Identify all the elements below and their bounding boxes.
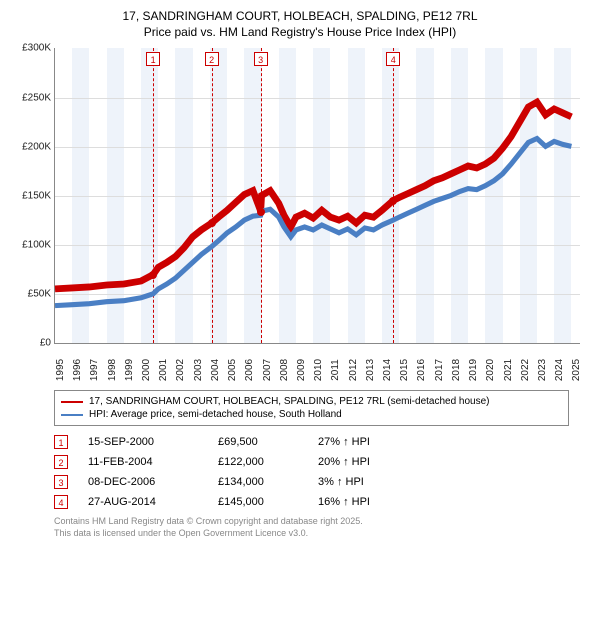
x-tick-label: 2021: [503, 359, 514, 381]
table-row: 3 08-DEC-2006 £134,000 3% ↑ HPI: [54, 472, 588, 492]
x-tick-label: 2015: [399, 359, 410, 381]
row-change: 16% ↑ HPI: [318, 496, 418, 508]
marker-dot: [389, 197, 397, 205]
row-date: 08-DEC-2006: [88, 476, 198, 488]
chart-title: 17, SANDRINGHAM COURT, HOLBEACH, SPALDIN…: [12, 8, 588, 40]
x-tick-label: 2018: [451, 359, 462, 381]
footnote-line2: This data is licensed under the Open Gov…: [54, 528, 588, 540]
x-tick-label: 2024: [554, 359, 565, 381]
footnote: Contains HM Land Registry data © Crown c…: [54, 516, 588, 539]
x-tick-label: 2025: [571, 359, 582, 381]
legend-swatch: [61, 414, 83, 416]
x-tick-label: 2010: [313, 359, 324, 381]
row-marker: 2: [54, 455, 68, 469]
row-price: £122,000: [218, 456, 298, 468]
x-tick-label: 1996: [72, 359, 83, 381]
x-tick-label: 2020: [485, 359, 496, 381]
y-tick-label: £250K: [13, 92, 51, 103]
x-tick-label: 2019: [468, 359, 479, 381]
legend-item: 17, SANDRINGHAM COURT, HOLBEACH, SPALDIN…: [61, 395, 562, 408]
marker-dot: [149, 271, 157, 279]
marker-dot: [208, 219, 216, 227]
table-row: 1 15-SEP-2000 £69,500 27% ↑ HPI: [54, 432, 588, 452]
y-tick-label: £150K: [13, 190, 51, 201]
row-change: 3% ↑ HPI: [318, 476, 418, 488]
row-marker: 3: [54, 475, 68, 489]
marker-dot: [257, 208, 265, 216]
x-tick-label: 2003: [193, 359, 204, 381]
row-price: £69,500: [218, 436, 298, 448]
legend-item: HPI: Average price, semi-detached house,…: [61, 408, 562, 421]
row-marker: 1: [54, 435, 68, 449]
legend-swatch: [61, 401, 83, 403]
x-tick-label: 2007: [262, 359, 273, 381]
x-tick-label: 2008: [279, 359, 290, 381]
line-chart: £0 £50K £100K £150K £200K £250K £300K 1995 1996 1…: [12, 44, 588, 384]
x-tick-label: 2004: [210, 359, 221, 381]
footnote-line1: Contains HM Land Registry data © Crown c…: [54, 516, 588, 528]
x-tick-label: 1995: [55, 359, 66, 381]
x-tick-label: 2006: [244, 359, 255, 381]
x-tick-label: 2005: [227, 359, 238, 381]
table-row: 4 27-AUG-2014 £145,000 16% ↑ HPI: [54, 492, 588, 512]
table-row: 2 11-FEB-2004 £122,000 20% ↑ HPI: [54, 452, 588, 472]
x-tick-label: 2016: [416, 359, 427, 381]
x-tick-label: 2014: [382, 359, 393, 381]
row-price: £145,000: [218, 496, 298, 508]
legend-label: HPI: Average price, semi-detached house,…: [89, 409, 342, 420]
x-tick-label: 2011: [330, 360, 341, 382]
x-tick-label: 2022: [520, 359, 531, 381]
x-tick-label: 1997: [89, 359, 100, 381]
x-tick-label: 2002: [175, 359, 186, 381]
title-line2: Price paid vs. HM Land Registry's House …: [12, 24, 588, 40]
chart-lines: [55, 48, 580, 343]
x-tick-label: 2012: [348, 359, 359, 381]
row-date: 11-FEB-2004: [88, 456, 198, 468]
y-tick-label: £300K: [13, 43, 51, 54]
x-tick-label: 2017: [434, 359, 445, 381]
title-line1: 17, SANDRINGHAM COURT, HOLBEACH, SPALDIN…: [12, 8, 588, 24]
legend-label: 17, SANDRINGHAM COURT, HOLBEACH, SPALDIN…: [89, 396, 490, 407]
legend: 17, SANDRINGHAM COURT, HOLBEACH, SPALDIN…: [54, 390, 569, 426]
y-tick-label: £100K: [13, 240, 51, 251]
x-tick-label: 2001: [158, 359, 169, 381]
y-tick-label: £0: [13, 338, 51, 349]
x-tick-label: 2023: [537, 359, 548, 381]
row-price: £134,000: [218, 476, 298, 488]
plot-area: £0£50K£100K£150K£200K£250K£300K199519961…: [54, 48, 580, 344]
y-tick-label: £50K: [13, 289, 51, 300]
row-date: 27-AUG-2014: [88, 496, 198, 508]
y-tick-label: £200K: [13, 141, 51, 152]
row-date: 15-SEP-2000: [88, 436, 198, 448]
x-tick-label: 1999: [124, 359, 135, 381]
row-change: 20% ↑ HPI: [318, 456, 418, 468]
row-marker: 4: [54, 495, 68, 509]
x-tick-label: 2000: [141, 359, 152, 381]
row-change: 27% ↑ HPI: [318, 436, 418, 448]
x-tick-label: 2009: [296, 359, 307, 381]
transaction-table: 1 15-SEP-2000 £69,500 27% ↑ HPI 2 11-FEB-2004…: [54, 432, 588, 512]
x-tick-label: 1998: [107, 359, 118, 381]
series-price_paid: [55, 102, 571, 289]
x-tick-label: 2013: [365, 359, 376, 381]
